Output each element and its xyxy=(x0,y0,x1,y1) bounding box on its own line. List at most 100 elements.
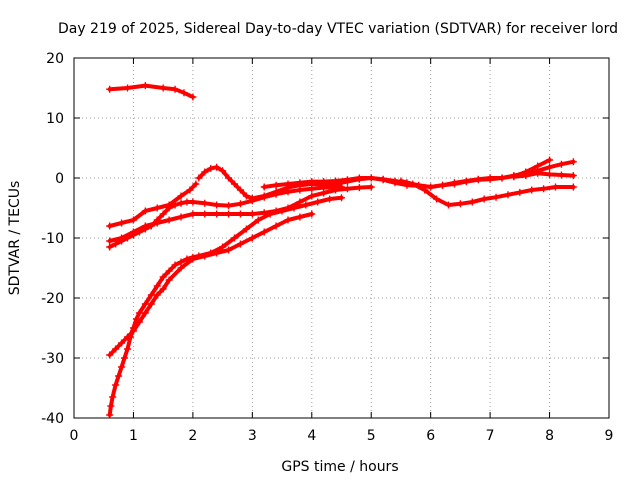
data-point xyxy=(225,246,233,254)
data-point xyxy=(284,180,292,188)
x-tick-label: 1 xyxy=(129,428,138,444)
data-point xyxy=(106,85,114,93)
data-point xyxy=(189,210,197,218)
data-point xyxy=(314,198,322,206)
data-point xyxy=(141,207,149,215)
data-point xyxy=(260,228,268,236)
data-point xyxy=(118,219,126,227)
data-point xyxy=(165,201,173,209)
data-point xyxy=(153,291,161,299)
x-tick-label: 8 xyxy=(545,428,554,444)
y-tick-label: 20 xyxy=(46,51,64,67)
data-point xyxy=(284,216,292,224)
data-point xyxy=(159,285,167,293)
data-point xyxy=(569,183,577,191)
data-point xyxy=(498,174,506,182)
y-tick-label: -30 xyxy=(41,351,64,367)
data-point xyxy=(320,178,328,186)
data-point xyxy=(177,192,185,200)
data-point xyxy=(236,210,244,218)
data-point xyxy=(284,204,292,212)
data-point xyxy=(504,191,512,199)
data-point xyxy=(456,200,464,208)
data-point xyxy=(391,177,399,185)
data-point xyxy=(129,228,137,236)
data-point xyxy=(118,363,126,371)
data-point xyxy=(141,309,149,317)
data-point xyxy=(427,183,435,191)
x-tick-label: 2 xyxy=(188,428,197,444)
data-point xyxy=(462,178,470,186)
y-tick-label: -20 xyxy=(41,291,64,307)
x-tick-label: 9 xyxy=(605,428,614,444)
data-point xyxy=(338,194,345,202)
data-point xyxy=(569,172,577,180)
data-point xyxy=(159,84,167,92)
y-tick-label: -40 xyxy=(41,411,64,427)
data-point xyxy=(201,252,209,260)
data-point xyxy=(165,216,173,224)
x-tick-label: 0 xyxy=(70,428,79,444)
data-point xyxy=(272,222,280,230)
data-point xyxy=(272,188,280,196)
data-point xyxy=(213,249,221,257)
data-point xyxy=(147,300,155,308)
series-arc-c xyxy=(106,210,316,359)
data-point xyxy=(192,180,200,188)
data-point xyxy=(180,89,188,97)
data-point xyxy=(141,300,149,308)
data-point xyxy=(242,225,250,233)
data-point xyxy=(153,219,161,227)
data-point xyxy=(308,210,316,218)
data-point xyxy=(141,82,149,90)
data-point xyxy=(107,402,115,410)
data-point xyxy=(171,261,179,269)
data-point xyxy=(320,189,328,197)
data-point xyxy=(272,207,280,215)
data-point xyxy=(201,168,209,176)
data-point xyxy=(106,237,114,245)
data-point xyxy=(557,171,565,179)
data-point xyxy=(343,185,351,193)
data-point xyxy=(480,195,488,203)
data-point xyxy=(272,181,280,189)
chart-title: Day 219 of 2025, Sidereal Day-to-day VTE… xyxy=(58,21,618,37)
data-point xyxy=(486,175,494,183)
data-point xyxy=(118,339,126,347)
data-point xyxy=(248,210,256,218)
series-arc-i xyxy=(397,177,577,209)
data-point xyxy=(159,273,167,281)
x-tick-label: 5 xyxy=(367,428,376,444)
data-point xyxy=(468,198,476,206)
data-point xyxy=(124,333,131,341)
y-tick-label: -10 xyxy=(41,231,64,247)
data-point xyxy=(171,85,179,93)
data-point xyxy=(355,184,363,192)
data-point xyxy=(248,234,256,242)
data-point xyxy=(296,198,304,206)
x-tick-label: 4 xyxy=(307,428,316,444)
data-point xyxy=(296,179,304,187)
data-point xyxy=(106,243,114,251)
data-point xyxy=(557,160,565,168)
data-point xyxy=(201,210,209,218)
data-point xyxy=(296,213,304,221)
x-tick-label: 7 xyxy=(486,428,495,444)
series-line xyxy=(107,182,198,228)
data-point xyxy=(242,192,250,200)
data-point xyxy=(106,351,114,359)
data-point xyxy=(231,234,238,242)
data-point xyxy=(534,169,542,177)
plot-series xyxy=(106,82,577,419)
data-point xyxy=(186,186,194,194)
data-point xyxy=(112,381,120,389)
data-point xyxy=(153,204,161,212)
data-point xyxy=(260,192,268,200)
data-point xyxy=(195,174,203,182)
data-point xyxy=(201,199,209,207)
data-point xyxy=(147,291,155,299)
data-point xyxy=(546,163,554,171)
y-axis-label: SDTVAR / TECUs xyxy=(7,181,23,296)
x-axis-label: GPS time / hours xyxy=(281,459,398,475)
data-point xyxy=(135,309,143,317)
